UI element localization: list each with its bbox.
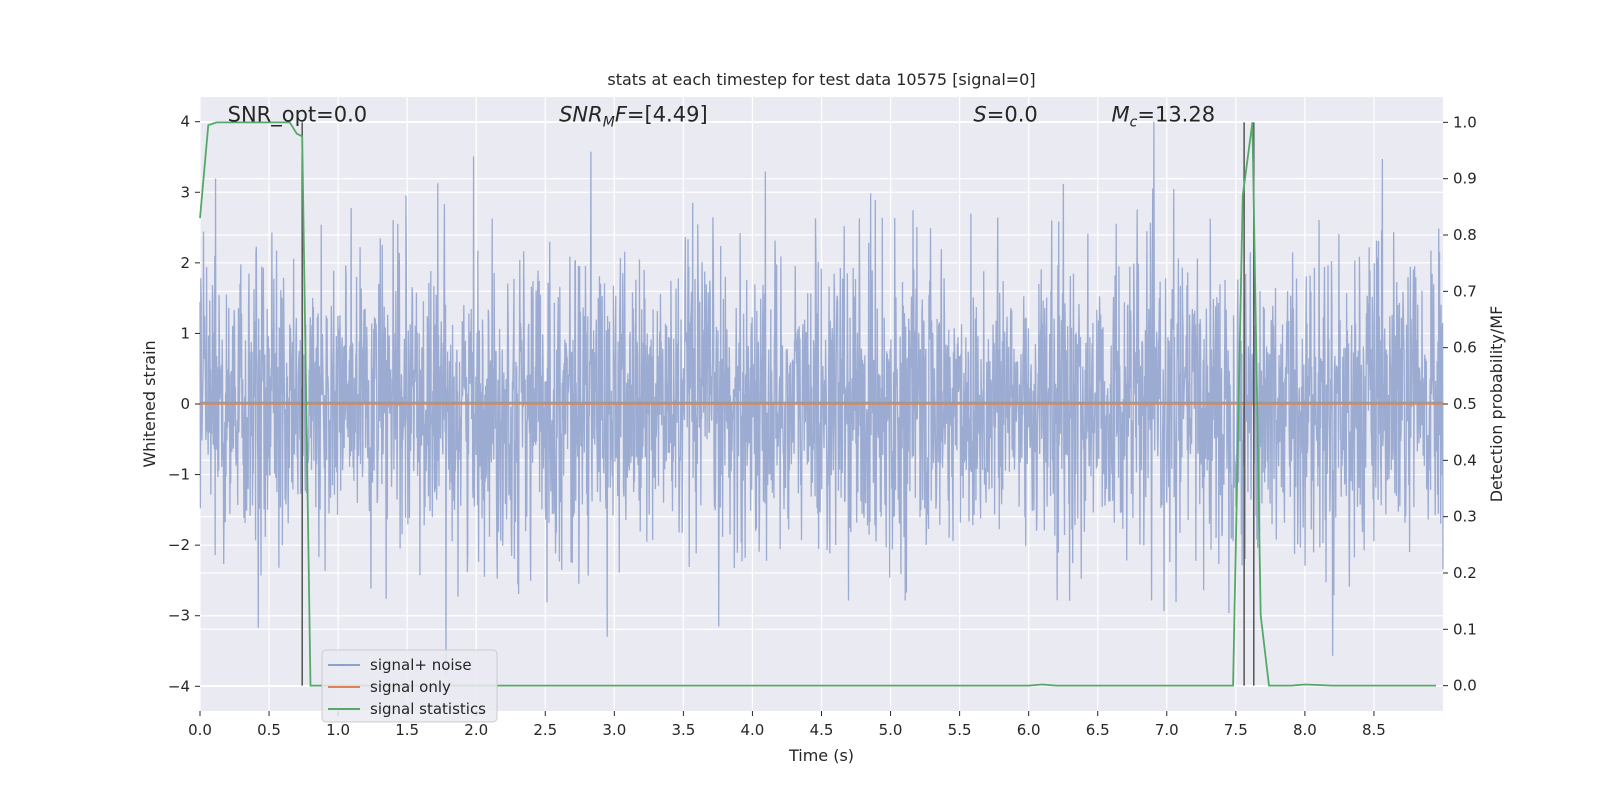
x-tick-label: 6.0 xyxy=(1017,721,1041,739)
x-tick-label: 4.5 xyxy=(810,721,834,739)
x-tick-label: 7.0 xyxy=(1155,721,1179,739)
x-tick-label: 3.5 xyxy=(671,721,695,739)
y-right-tick-label: 0.8 xyxy=(1453,226,1477,244)
y-left-tick-label: 0 xyxy=(180,395,190,413)
x-tick-label: 4.0 xyxy=(741,721,765,739)
y-right-tick-label: 1.0 xyxy=(1453,113,1477,131)
y-axis-left-ticks: −4 −3 −2 −1 0 1 2 3 4 xyxy=(168,113,200,695)
y-left-tick-label: 4 xyxy=(180,113,190,131)
legend-label: signal+ noise xyxy=(370,656,472,674)
x-tick-label: 0.0 xyxy=(188,721,212,739)
x-axis-label: Time (s) xyxy=(788,746,854,765)
x-tick-label: 3.0 xyxy=(602,721,626,739)
y-right-tick-label: 0.9 xyxy=(1453,170,1477,188)
y-right-tick-label: 0.7 xyxy=(1453,282,1477,300)
y-left-tick-label: −1 xyxy=(168,466,190,484)
legend-label: signal only xyxy=(370,678,451,696)
x-tick-label: 7.5 xyxy=(1224,721,1248,739)
annotation-text: Mc=13.28 xyxy=(1112,103,1216,131)
y-left-tick-label: −4 xyxy=(168,677,190,695)
y-left-tick-label: −2 xyxy=(168,536,190,554)
y-right-tick-label: 0.5 xyxy=(1453,395,1477,413)
y-axis-right-ticks: 0.0 0.1 0.2 0.3 0.4 0.5 0.6 0.7 0.8 0.9 1.0 xyxy=(1443,113,1477,695)
y-right-tick-label: 0.6 xyxy=(1453,339,1477,357)
annotation-text: S=0.0 xyxy=(973,103,1037,127)
x-tick-label: 8.5 xyxy=(1362,721,1386,739)
annotations: SNR_opt=0.0 SNRMF=[4.49] S=0.0 Mc=13.28 xyxy=(228,103,1215,131)
y-left-tick-label: 3 xyxy=(180,183,190,201)
y-right-tick-label: 0.2 xyxy=(1453,564,1477,582)
y-left-tick-label: −3 xyxy=(168,607,190,625)
y-right-tick-label: 0.4 xyxy=(1453,451,1477,469)
x-tick-label: 1.0 xyxy=(326,721,350,739)
y-axis-right-label: Detection probability/MF xyxy=(1487,306,1506,503)
annotation-text: SNR_opt=0.0 xyxy=(228,103,368,128)
x-tick-label: 5.5 xyxy=(948,721,972,739)
y-right-tick-label: 0.0 xyxy=(1453,677,1477,695)
y-left-tick-label: 1 xyxy=(180,324,190,342)
annotation-text: SNRMF=[4.49] xyxy=(559,103,708,131)
x-tick-label: 0.5 xyxy=(257,721,281,739)
signal-statistics-line xyxy=(199,121,1437,687)
series-lines xyxy=(199,121,1443,687)
y-right-tick-label: 0.3 xyxy=(1453,508,1477,526)
x-axis-ticks: 0.0 0.5 1.0 1.5 2.0 2.5 3.0 3.5 4.0 4.5 5.0 5.5 6.0 6… xyxy=(188,711,1386,739)
legend: signal+ noise signal only signal statistic… xyxy=(321,649,498,723)
x-tick-label: 5.0 xyxy=(879,721,903,739)
x-tick-label: 6.5 xyxy=(1086,721,1110,739)
y-axis-left-label: Whitened strain xyxy=(140,340,159,467)
x-tick-label: 1.5 xyxy=(395,721,419,739)
x-tick-label: 2.5 xyxy=(533,721,557,739)
y-left-tick-label: 2 xyxy=(180,254,190,272)
legend-box xyxy=(321,649,498,723)
chart-title: stats at each timestep for test data 105… xyxy=(607,70,1035,89)
x-tick-label: 2.0 xyxy=(464,721,488,739)
y-right-tick-label: 0.1 xyxy=(1453,620,1477,638)
x-tick-label: 8.0 xyxy=(1293,721,1317,739)
legend-label: signal statistics xyxy=(370,700,486,718)
